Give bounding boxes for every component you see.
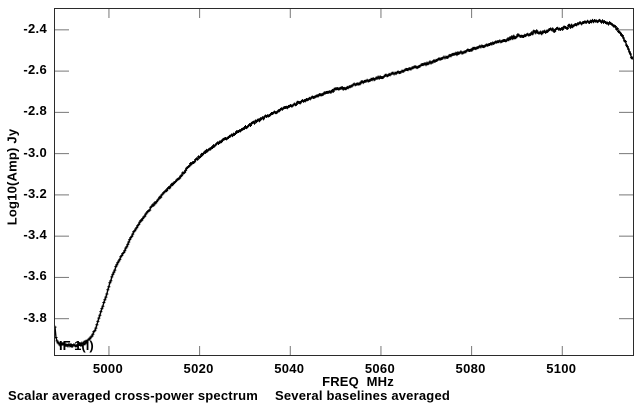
x-tick-label: 5040 <box>274 361 305 376</box>
plot-area <box>54 8 634 356</box>
spectrum-curve-canvas <box>55 9 633 355</box>
caption-baselines: Several baselines averaged <box>274 388 451 403</box>
y-tick-label: -3.6 <box>23 268 47 284</box>
y-axis-title: Log10(Amp) Jy <box>4 128 20 226</box>
x-tick-label: 5020 <box>183 361 214 376</box>
spectrum-line <box>55 19 633 348</box>
y-tick-label: -2.6 <box>23 62 47 78</box>
if-annotation: IF 1(l) <box>58 338 94 354</box>
x-axis-title: FREQ MHz <box>322 374 394 389</box>
y-tick-label: -3.2 <box>23 185 47 201</box>
x-tick-label: 5100 <box>546 361 577 376</box>
y-tick-label: -2.8 <box>23 103 47 119</box>
x-tick-label: 5060 <box>364 361 395 376</box>
x-tick-label: 5000 <box>92 361 123 376</box>
axis-ticks <box>55 9 633 355</box>
caption-spectrum-type: Scalar averaged cross-power spectrum <box>8 388 258 403</box>
y-tick-label: -2.4 <box>23 20 47 36</box>
y-tick-label: -3.8 <box>23 309 47 325</box>
y-tick-label: -3.0 <box>23 144 47 160</box>
x-tick-label: 5080 <box>455 361 486 376</box>
spectrum-plus-markers <box>55 18 633 348</box>
plot-caption: Scalar averaged cross-power spectrum Seve… <box>8 388 450 403</box>
y-tick-label: -3.4 <box>23 227 47 243</box>
